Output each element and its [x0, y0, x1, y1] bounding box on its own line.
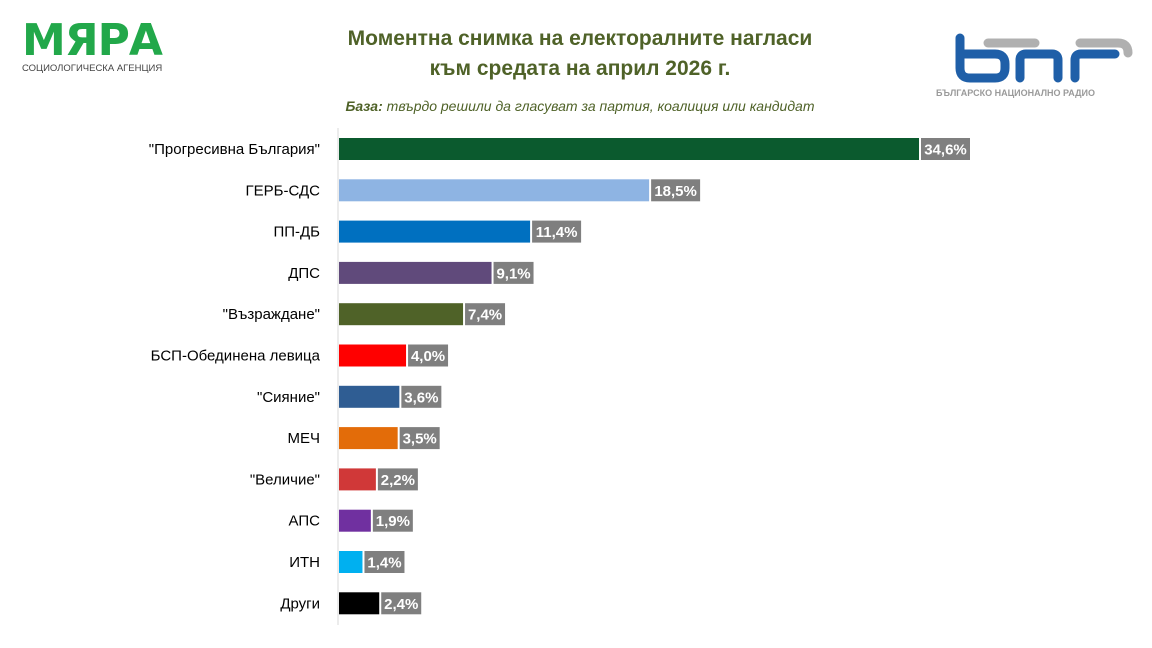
data-label: 2,4%: [384, 596, 418, 613]
category-label: БСП-Обединена левица: [151, 348, 321, 365]
data-label-box: [408, 344, 449, 367]
category-label: "Възраждане": [223, 306, 320, 323]
category-label: "Прогресивна България": [149, 141, 320, 158]
bar: [339, 509, 371, 532]
myara-logo-name: МЯРА: [22, 15, 163, 66]
data-label-box: [493, 261, 534, 284]
bar: [339, 385, 400, 408]
bar: [339, 138, 919, 160]
data-label: 7,4%: [468, 307, 502, 324]
chart-title-line-1: Моментна снимка на електоралните нагласи: [347, 27, 813, 50]
category-label: ДПС: [288, 265, 320, 282]
category-label: ПП-ДБ: [273, 224, 320, 241]
category-label: ГЕРБ-СДС: [246, 182, 321, 199]
data-label-box: [399, 427, 440, 450]
myara-logo-tagline: СОЦИОЛОГИЧЕСКА АГЕНЦИЯ: [22, 63, 163, 74]
data-label: 9,1%: [496, 265, 530, 282]
bar: [339, 427, 398, 450]
chart-title: Моментна снимка на електоралните нагласи…: [250, 24, 910, 84]
category-label: "Величие": [250, 471, 320, 488]
bnr-logo-mark: [955, 33, 1133, 83]
bar: [339, 220, 531, 243]
data-label-box: [372, 509, 413, 532]
data-label: 2,2%: [381, 472, 415, 489]
data-label: 34,6%: [924, 142, 967, 159]
bar: [339, 179, 650, 202]
category-label: АПС: [289, 513, 321, 530]
chart-title-line-2: към средата на април 2026 г.: [429, 57, 731, 80]
bnr-logo: БЪЛГАРСКО НАЦИОНАЛНО РАДИО: [936, 30, 1140, 98]
bar: [339, 468, 376, 491]
data-label: 18,5%: [654, 183, 697, 200]
data-label-box: [921, 138, 970, 160]
data-label-box: [401, 385, 442, 408]
subtitle-label: База:: [345, 98, 383, 114]
data-label-box: [651, 179, 701, 202]
bar: [339, 551, 363, 573]
data-label-box: [532, 220, 582, 243]
bar: [339, 261, 492, 284]
data-label: 11,4%: [536, 224, 578, 241]
category-label: "Сияние": [257, 389, 320, 406]
category-label: ИТН: [289, 554, 320, 571]
chart-subtitle: База: твърдо решили да гласуват за парти…: [250, 98, 910, 114]
bar: [339, 344, 407, 367]
bnr-logo-tagline: БЪЛГАРСКО НАЦИОНАЛНО РАДИО: [936, 88, 1095, 98]
category-label: МЕЧ: [288, 430, 321, 447]
data-label: 1,9%: [376, 513, 410, 530]
data-label-box: [381, 592, 422, 615]
myara-logo: МЯРА СОЦИОЛОГИЧЕСКА АГЕНЦИЯ: [22, 15, 163, 75]
bar: [339, 592, 380, 615]
subtitle-text: твърдо решили да гласуват за партия, коа…: [382, 98, 815, 114]
data-label: 3,5%: [403, 431, 437, 448]
category-label: Други: [280, 595, 320, 612]
bar: [339, 303, 464, 326]
data-label-box: [364, 551, 405, 573]
data-label-box: [377, 468, 418, 491]
data-label: 3,6%: [404, 389, 438, 406]
data-label: 4,0%: [411, 348, 445, 365]
data-label: 1,4%: [367, 555, 401, 572]
data-label-box: [465, 303, 506, 326]
